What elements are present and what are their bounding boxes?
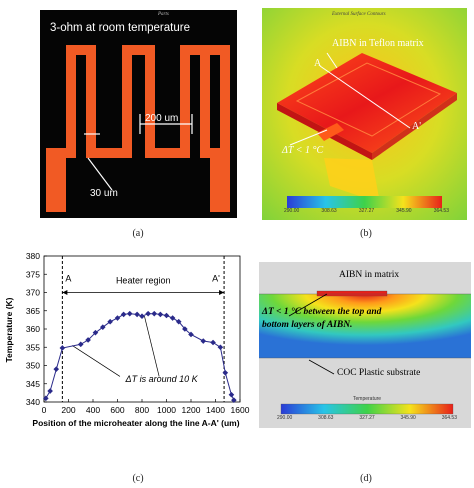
data-point-marker bbox=[200, 338, 207, 344]
caption-d: (d) bbox=[360, 473, 372, 484]
x-tick-label: 600 bbox=[110, 405, 124, 415]
data-point-marker bbox=[134, 311, 140, 318]
panel-a-width-dimension: 200 um bbox=[145, 113, 179, 124]
thermal-3d-render bbox=[262, 8, 467, 220]
colorbar-tick: 308.63 bbox=[318, 415, 334, 421]
colorbar-tick: 345.90 bbox=[396, 208, 412, 214]
colorbar-tick: 364.53 bbox=[433, 208, 449, 214]
panel-b-aibn-label: AIBN in Teflon matrix bbox=[332, 38, 424, 49]
data-point-marker bbox=[188, 331, 194, 338]
panel-a-title: 3-ohm at room temperature bbox=[50, 22, 190, 34]
panel-d-delta-t-label: ΔT < 1 °C between the top and bottom lay… bbox=[262, 306, 381, 332]
data-point-marker bbox=[47, 388, 53, 394]
x-tick-label: 200 bbox=[61, 405, 75, 415]
panel-d-substrate-label: COC Plastic substrate bbox=[337, 368, 421, 378]
annotation-label-a: A bbox=[65, 274, 71, 284]
heater-serpentine-pattern bbox=[46, 45, 230, 212]
data-point-marker bbox=[222, 370, 229, 376]
x-tick-label: 800 bbox=[135, 405, 149, 415]
data-point-marker bbox=[163, 312, 170, 319]
data-point-marker bbox=[157, 311, 164, 318]
panel-a-tiny-label: Parts bbox=[158, 12, 169, 17]
data-point-marker bbox=[139, 313, 145, 320]
y-tick-label: 350 bbox=[26, 361, 40, 371]
panel-b-label-a: A bbox=[314, 58, 322, 69]
data-point-marker bbox=[120, 311, 127, 318]
data-point-marker bbox=[126, 310, 133, 317]
delta-t-annotation: ΔT is around 10 K bbox=[125, 374, 199, 384]
colorbar-tick: 290.00 bbox=[277, 415, 293, 421]
y-tick-label: 340 bbox=[26, 397, 40, 407]
colorbar-tick: 290.00 bbox=[284, 208, 300, 214]
x-axis-label-line1: Position of the microheater along the li… bbox=[22, 418, 250, 428]
colorbar-tick: 327.27 bbox=[359, 415, 375, 421]
x-tick-label: 0 bbox=[42, 405, 47, 415]
panel-c-temperature-chart: 340 345 350 355 360 365 370 375 380 0 200 400 600 80… bbox=[0, 248, 250, 448]
data-point-marker bbox=[169, 315, 176, 321]
panel-a-line-dimension: 30 um bbox=[90, 188, 118, 199]
x-axis-label: Position of the microheater along the li… bbox=[32, 418, 240, 428]
data-point-marker bbox=[145, 310, 151, 317]
panel-d-colorbar-ticks: 290.00 308.63 327.27 345.90 364.53 bbox=[277, 415, 457, 421]
colorbar-tick: 308.63 bbox=[321, 208, 337, 214]
data-point-marker bbox=[151, 310, 158, 317]
heater-region-label-halo: Heater region bbox=[116, 275, 171, 285]
y-tick-label: 370 bbox=[26, 288, 40, 298]
heater-region-label: Heater region bbox=[116, 275, 171, 285]
data-point-marker bbox=[114, 315, 121, 321]
caption-c: (c) bbox=[132, 473, 144, 484]
data-point-marker bbox=[217, 344, 224, 351]
x-tick-label: 1200 bbox=[182, 405, 201, 415]
panel-d-delta-t-line1: ΔT < 1 °C between the top and bbox=[262, 307, 382, 317]
colorbar-tick: 345.90 bbox=[400, 415, 416, 421]
panel-d-colorbar-title: Temperature bbox=[353, 396, 382, 402]
panel-d-delta-t-line2: bottom layers of AIBN. bbox=[262, 320, 353, 330]
panel-d-cross-section: AIBN in matrix ΔT < 1 °C between the top… bbox=[259, 262, 471, 428]
temperature-series-line bbox=[45, 313, 235, 401]
data-point-marker bbox=[231, 397, 237, 403]
y-tick-label: 360 bbox=[26, 324, 40, 334]
data-point-marker bbox=[210, 339, 216, 346]
data-point-marker bbox=[228, 391, 235, 398]
panel-b-label-a-prime: A' bbox=[412, 121, 422, 132]
data-point-marker bbox=[43, 395, 49, 402]
temperature-profile-svg: 340 345 350 355 360 365 370 375 380 0 200 400 600 80… bbox=[4, 251, 250, 415]
y-tick-label: 365 bbox=[26, 306, 40, 316]
arrowhead-left bbox=[62, 290, 68, 295]
panel-b-thermal-simulation: External Surface Contours AIBN in Teflon… bbox=[262, 8, 467, 220]
y-axis-label: Temperature (K) bbox=[4, 297, 14, 362]
cross-section-render bbox=[259, 290, 471, 415]
data-point-marker bbox=[92, 329, 99, 336]
data-point-marker bbox=[53, 366, 60, 372]
panel-d-aibn-label: AIBN in matrix bbox=[339, 270, 400, 280]
panel-a-microheater-image: Parts 3-ohm at room temperature 200 um 3… bbox=[40, 10, 237, 218]
x-tick-label: 400 bbox=[86, 405, 100, 415]
caption-b: (b) bbox=[360, 228, 372, 239]
data-point-marker bbox=[182, 326, 188, 332]
colorbar-tick: 327.27 bbox=[358, 208, 375, 214]
caption-a: (a) bbox=[132, 228, 144, 239]
x-tick-label: 1400 bbox=[206, 405, 225, 415]
delta-t-arrow-right bbox=[144, 316, 160, 377]
annotation-label-a-prime: A' bbox=[212, 274, 220, 284]
y-tick-label: 345 bbox=[26, 379, 40, 389]
x-tick-label: 1000 bbox=[157, 405, 176, 415]
y-tick-label: 375 bbox=[26, 269, 40, 279]
panel-b-colorbar-ticks: 290.00 308.63 327.27 345.90 364.53 bbox=[284, 208, 449, 214]
panel-b-header: External Surface Contours bbox=[332, 12, 386, 17]
arrowhead-right bbox=[219, 290, 225, 295]
colorbar-tick: 364.53 bbox=[441, 415, 457, 421]
x-tick-label: 1600 bbox=[231, 405, 250, 415]
panel-b-delta-t-label: ΔT < 1 °C bbox=[282, 145, 324, 156]
y-tick-label: 380 bbox=[26, 251, 40, 261]
data-point-marker bbox=[77, 341, 84, 348]
y-tick-label: 355 bbox=[26, 342, 40, 352]
delta-t-arrow-left bbox=[71, 345, 121, 377]
data-point-marker bbox=[59, 345, 66, 351]
